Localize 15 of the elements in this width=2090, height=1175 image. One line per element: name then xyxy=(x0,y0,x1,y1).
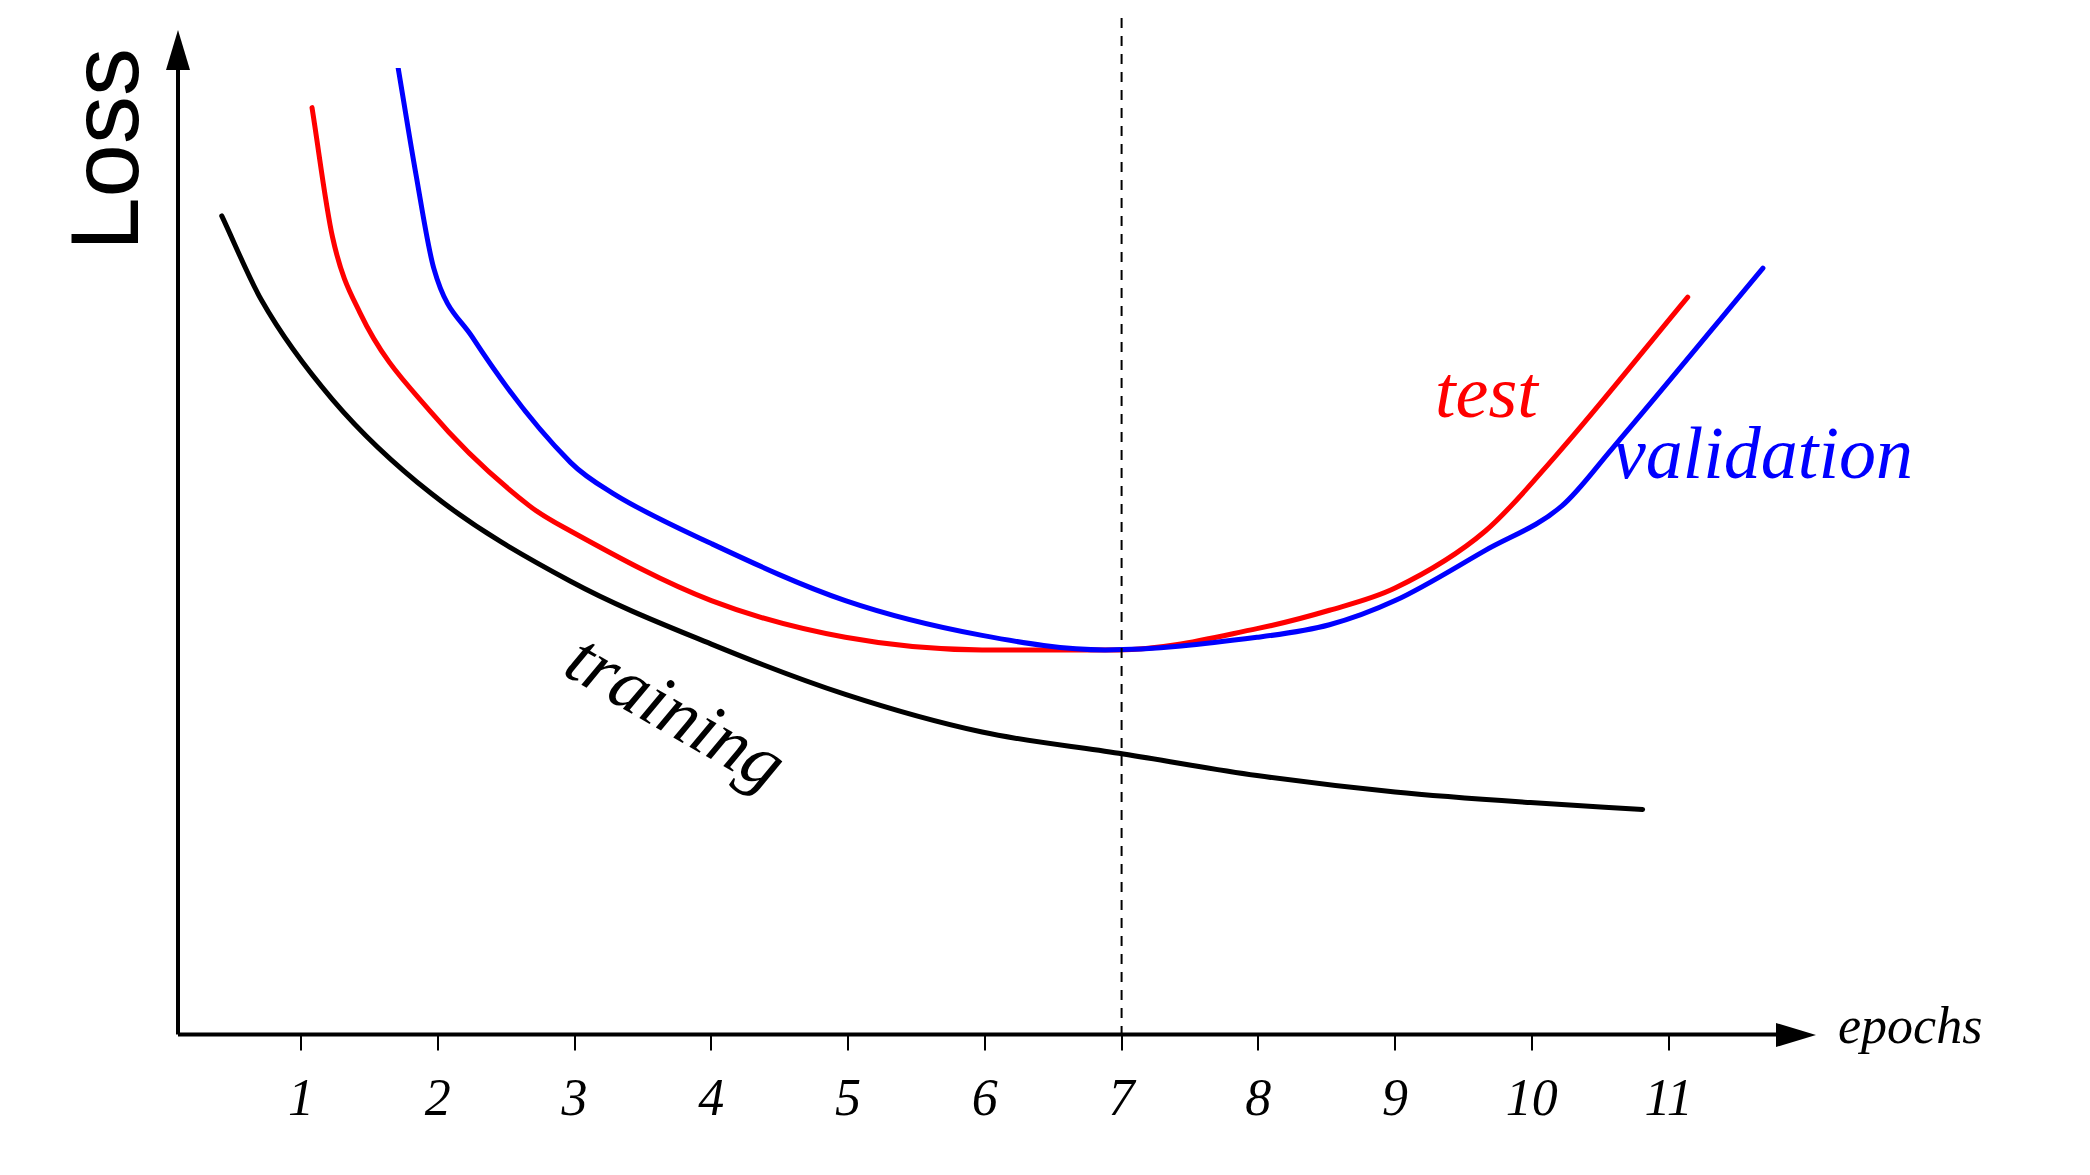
x-tick-label: 10 xyxy=(1505,1069,1558,1127)
x-tick-label: 3 xyxy=(560,1069,588,1127)
x-tick-label: 2 xyxy=(424,1069,451,1127)
y-axis-title: Loss xyxy=(51,48,158,251)
x-axis-title: epochs xyxy=(1838,997,1983,1055)
x-tick-label: 9 xyxy=(1382,1069,1409,1127)
x-tick-label: 5 xyxy=(835,1069,862,1127)
x-tick-label: 4 xyxy=(698,1069,725,1127)
x-tick-label: 6 xyxy=(971,1069,998,1127)
series-label: test xyxy=(1434,350,1541,433)
series-label: validation xyxy=(1612,411,1913,494)
x-tick-label: 1 xyxy=(288,1069,315,1127)
x-tick-label: 8 xyxy=(1245,1069,1272,1127)
x-tick-label: 11 xyxy=(1644,1069,1693,1127)
x-tick-label: 7 xyxy=(1108,1069,1137,1127)
